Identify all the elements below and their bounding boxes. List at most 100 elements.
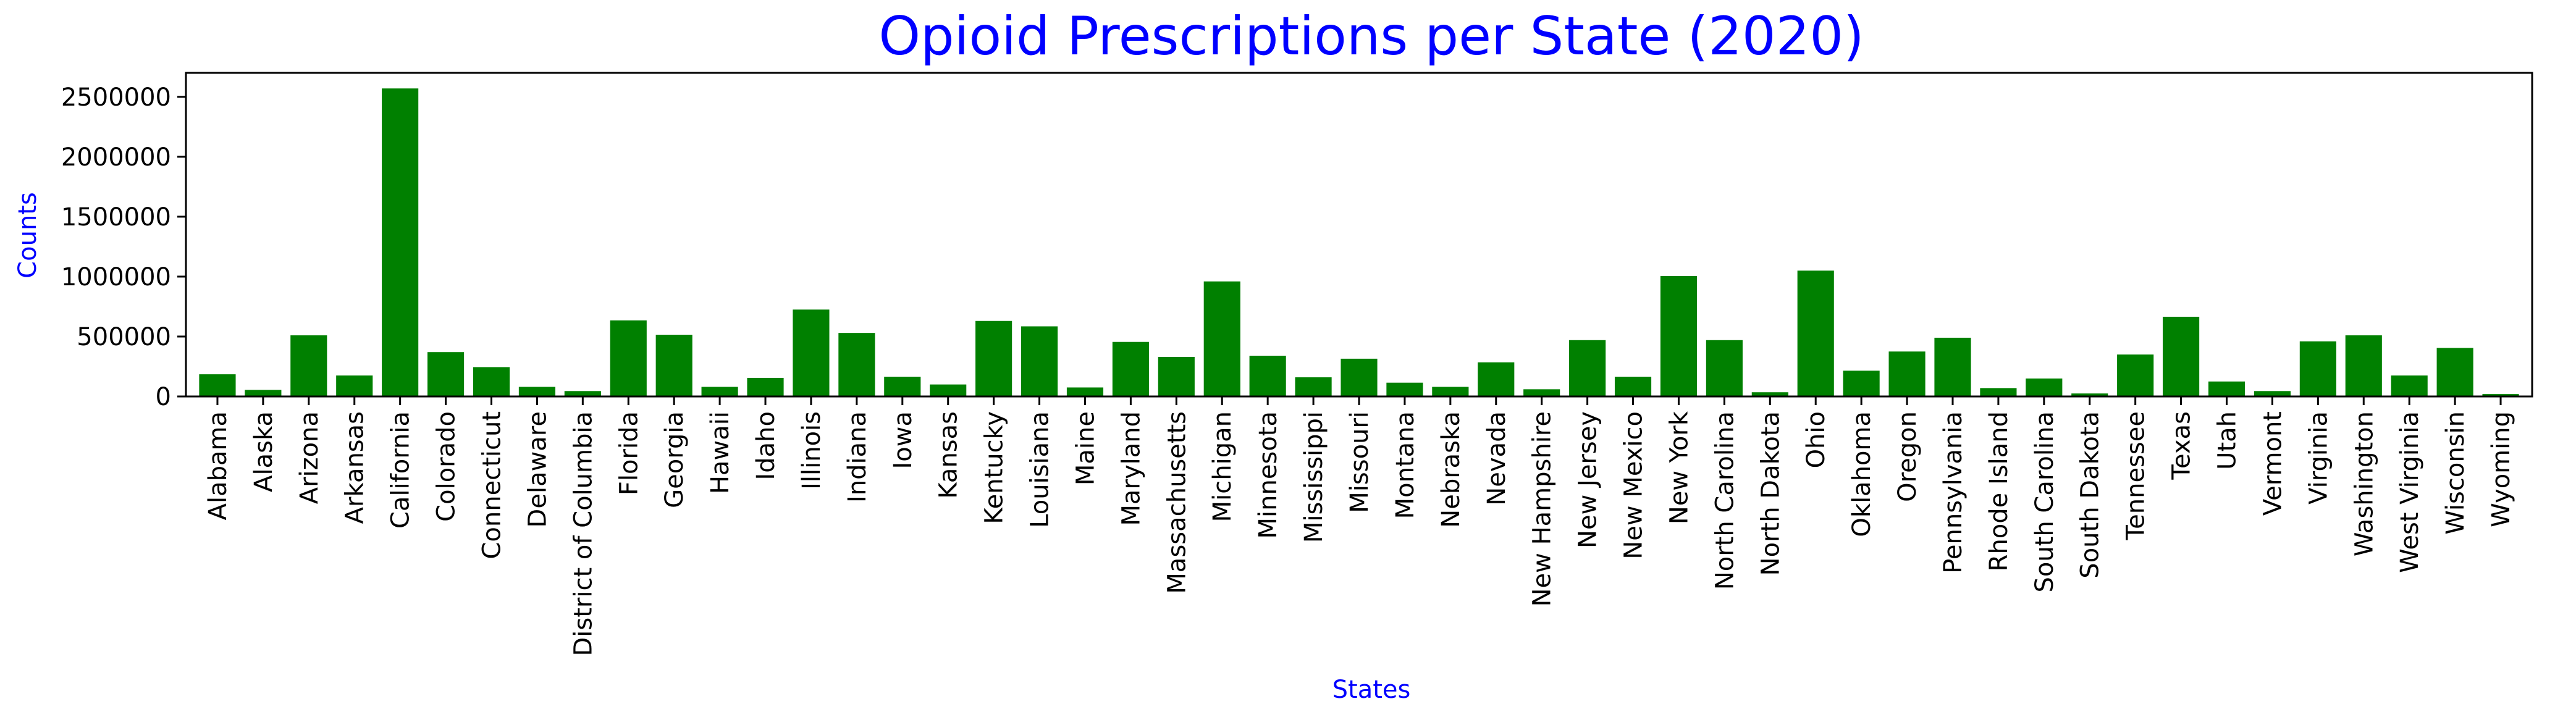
bar-colorado <box>427 352 465 396</box>
bar-utah <box>2208 381 2246 396</box>
bar-delaware <box>518 387 555 396</box>
x-tick-label: Pennsylvania <box>1939 411 1968 574</box>
bar-washington <box>2345 335 2382 396</box>
x-tick-label: Kentucky <box>980 411 1009 524</box>
bar-rhode-island <box>1980 388 2017 396</box>
x-tick-label: Utah <box>2213 411 2242 470</box>
x-tick-label: Colorado <box>432 411 461 522</box>
y-tick-label: 500000 <box>77 323 171 351</box>
x-tick-label: Alabama <box>204 411 232 520</box>
chart-title: Opioid Prescriptions per State (2020) <box>878 6 1864 67</box>
y-axis-label: Counts <box>14 192 42 279</box>
y-tick-label: 2000000 <box>61 143 171 172</box>
y-tick-label: 2500000 <box>61 83 171 112</box>
x-tick-label: Delaware <box>523 411 552 527</box>
bar-michigan <box>1203 281 1240 396</box>
bar-south-dakota <box>2071 393 2108 396</box>
x-tick-label: Illinois <box>798 411 826 490</box>
bar-alaska <box>245 390 282 396</box>
bar-idaho <box>747 377 784 396</box>
bar-south-carolina <box>2026 378 2063 396</box>
x-tick-label: Vermont <box>2258 411 2287 516</box>
x-tick-label: Arizona <box>295 411 324 504</box>
bar-louisiana <box>1021 326 1058 396</box>
x-tick-label: Oklahoma <box>1848 411 1876 537</box>
bar-iowa <box>884 376 921 396</box>
x-tick-label: Missouri <box>1345 411 1374 513</box>
x-tick-label: West Virginia <box>2396 411 2424 573</box>
x-tick-label: Massachusetts <box>1163 411 1191 594</box>
bar-montana <box>1386 382 1423 396</box>
x-tick-label: Texas <box>2168 411 2196 480</box>
bar-vermont <box>2254 391 2291 396</box>
bar-indiana <box>838 333 875 396</box>
x-tick-label: Oregon <box>1893 411 1922 502</box>
bar-mississippi <box>1295 377 1332 396</box>
bar-nevada <box>1478 362 1515 396</box>
x-axis-ticks: Alabama Alaska Arizona Arkansas California Co… <box>204 396 2515 656</box>
x-tick-label: District of Columbia <box>569 411 597 656</box>
bar-florida <box>610 320 647 396</box>
bar-west-virginia <box>2391 375 2428 396</box>
bar-texas <box>2163 316 2200 396</box>
y-tick-label: 0 <box>156 383 171 411</box>
bar-north-dakota <box>1751 392 1788 396</box>
x-tick-label: South Carolina <box>2031 411 2059 593</box>
x-tick-label: Hawaii <box>706 411 734 494</box>
plot-frame <box>185 72 2533 398</box>
bar-connecticut <box>473 367 510 396</box>
x-tick-label: South Dakota <box>2076 411 2105 579</box>
bar-massachusetts <box>1158 356 1195 396</box>
x-tick-label: Louisiana <box>1026 411 1054 528</box>
bars <box>199 88 2519 397</box>
x-tick-label: Nebraska <box>1437 411 1465 528</box>
x-tick-label: Arkansas <box>341 411 369 524</box>
x-tick-label: North Dakota <box>1756 411 1785 576</box>
bar-wisconsin <box>2436 348 2473 396</box>
bar-maine <box>1066 387 1104 396</box>
x-tick-label: Kansas <box>935 411 963 499</box>
x-tick-label: Idaho <box>752 411 780 480</box>
bar-oregon <box>1888 351 1926 396</box>
x-tick-label: Montana <box>1391 411 1420 519</box>
bar-arizona <box>290 335 327 396</box>
x-tick-label: Iowa <box>889 411 917 469</box>
x-axis-label: States <box>1332 676 1411 704</box>
bar-kansas <box>930 384 967 396</box>
x-tick-label: Rhode Island <box>1985 411 2013 571</box>
bar-oklahoma <box>1843 371 1880 396</box>
bar-maryland <box>1112 342 1149 396</box>
bar-new-jersey <box>1569 340 1606 396</box>
bar-arkansas <box>336 375 373 396</box>
x-tick-label: Maine <box>1071 411 1100 485</box>
bar-georgia <box>655 335 692 396</box>
x-tick-label: Tennessee <box>2122 411 2150 540</box>
x-tick-label: Ohio <box>1802 411 1830 468</box>
bar-tennessee <box>2117 354 2154 396</box>
bar-new-mexico <box>1614 376 1652 396</box>
x-tick-label: New Jersey <box>1574 411 1602 548</box>
bar-pennsylvania <box>1934 337 1971 396</box>
x-tick-label: Wyoming <box>2487 411 2515 527</box>
x-tick-label: North Carolina <box>1711 411 1739 590</box>
x-tick-label: Nevada <box>1483 411 1511 506</box>
bar-north-carolina <box>1706 340 1743 396</box>
y-tick-label: 1500000 <box>61 203 171 232</box>
bar-california <box>382 88 419 397</box>
bar-kentucky <box>975 321 1012 396</box>
x-tick-label: Florida <box>615 411 643 495</box>
x-tick-label: Connecticut <box>478 411 506 559</box>
bar-alabama <box>199 374 236 396</box>
bar-ohio <box>1797 270 1834 396</box>
x-tick-label: Georgia <box>660 411 689 508</box>
bar-new-york <box>1660 275 1698 396</box>
bar-virginia <box>2299 341 2336 396</box>
bar-hawaii <box>701 387 738 396</box>
y-axis-ticks: 0 500000 1000000 1500000 2000000 2500000 <box>61 83 186 411</box>
y-tick-label: 1000000 <box>61 263 171 291</box>
x-tick-label: Minnesota <box>1254 411 1282 539</box>
bar-district-of-columbia <box>564 391 601 396</box>
x-tick-label: Virginia <box>2304 411 2333 505</box>
